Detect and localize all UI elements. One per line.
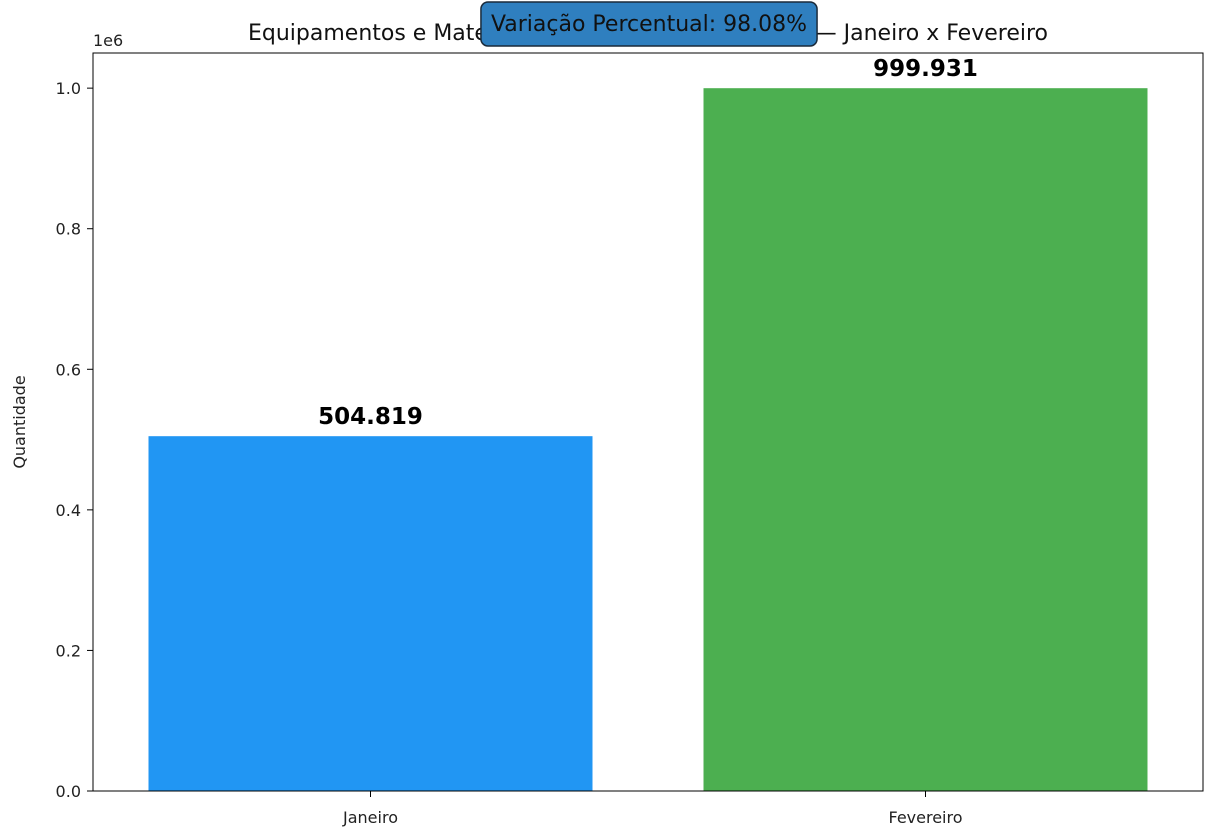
y-tick-label: 1.0 [56, 79, 81, 98]
y-axis-title: Quantidade [10, 375, 29, 468]
bars-layer [148, 88, 1148, 792]
percent-change-badge-box [480, 1, 818, 47]
percent-change-text: Variação Percentual: 98.08% [491, 12, 807, 37]
x-ticks-layer: Janeiro Fevereiro [342, 791, 963, 827]
bar-janeiro [148, 436, 593, 791]
y-tick-label: 0.6 [56, 360, 81, 379]
y-tick-label: 0.4 [56, 501, 81, 520]
data-label-janeiro: 504.819 [318, 404, 423, 430]
y-tick-label: 0.2 [56, 641, 81, 660]
x-tick-label-fevereiro: Fevereiro [888, 808, 962, 827]
y-ticks-layer: 0.0 0.2 0.4 0.6 0.8 1.0 [56, 79, 93, 801]
y-tick-label: 0.0 [56, 782, 81, 801]
y-axis-offset-label: 1e6 [93, 31, 123, 50]
y-tick-label: 0.8 [56, 220, 81, 239]
data-label-fevereiro: 999.931 [873, 56, 978, 82]
percent-change-badge: Variação Percentual: 98.08% [480, 1, 818, 47]
x-tick-label-janeiro: Janeiro [342, 808, 398, 827]
bar-fevereiro [703, 88, 1148, 792]
data-labels-layer: 504.819 999.931 [318, 56, 978, 430]
plot-area-frame [92, 52, 1204, 792]
